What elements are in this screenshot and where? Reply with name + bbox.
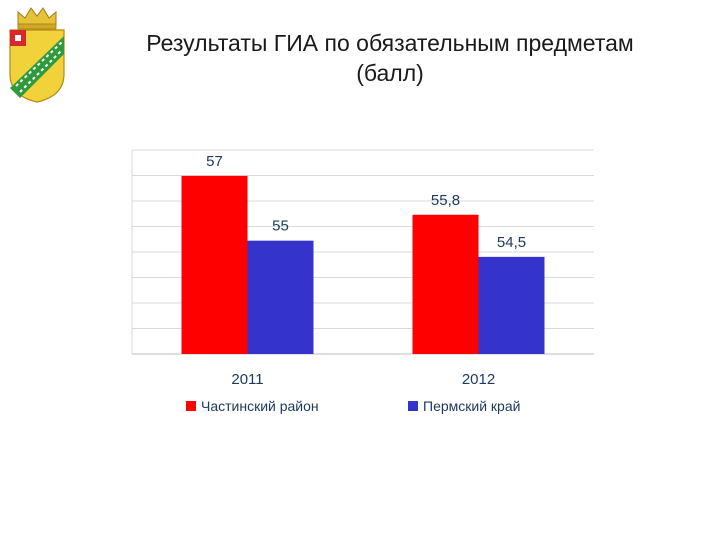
x-tick-labels: 2011 2012: [231, 371, 495, 388]
bars: [181, 175, 545, 354]
data-labels: 57 55 55,8 54,5: [206, 153, 526, 251]
legend-swatch: [408, 401, 418, 411]
title-line-1: Результаты ГИА по обязательным предметам: [146, 30, 634, 56]
slide-title: Результаты ГИА по обязательным предметам…: [100, 28, 680, 88]
title-line-2: (балл): [356, 60, 424, 86]
legend-label: Частинский район: [201, 398, 319, 414]
crown-icon: [17, 7, 57, 30]
coat-of-arms-icon: [9, 7, 65, 103]
data-label: 54,5: [497, 234, 526, 251]
bar-district-2012: [412, 214, 479, 354]
bar-region-2012: [478, 256, 545, 354]
legend-swatch: [186, 401, 196, 411]
legend: Частинский район Пермский край: [186, 398, 520, 414]
data-label: 55,8: [431, 192, 460, 209]
bar-district-2011: [181, 175, 248, 354]
legend-label: Пермский край: [423, 398, 520, 414]
bar-region-2011: [247, 240, 314, 354]
data-label: 57: [206, 153, 223, 170]
x-tick-label: 2011: [231, 371, 263, 388]
data-label: 55: [272, 218, 289, 235]
x-tick-label: 2012: [462, 371, 495, 388]
